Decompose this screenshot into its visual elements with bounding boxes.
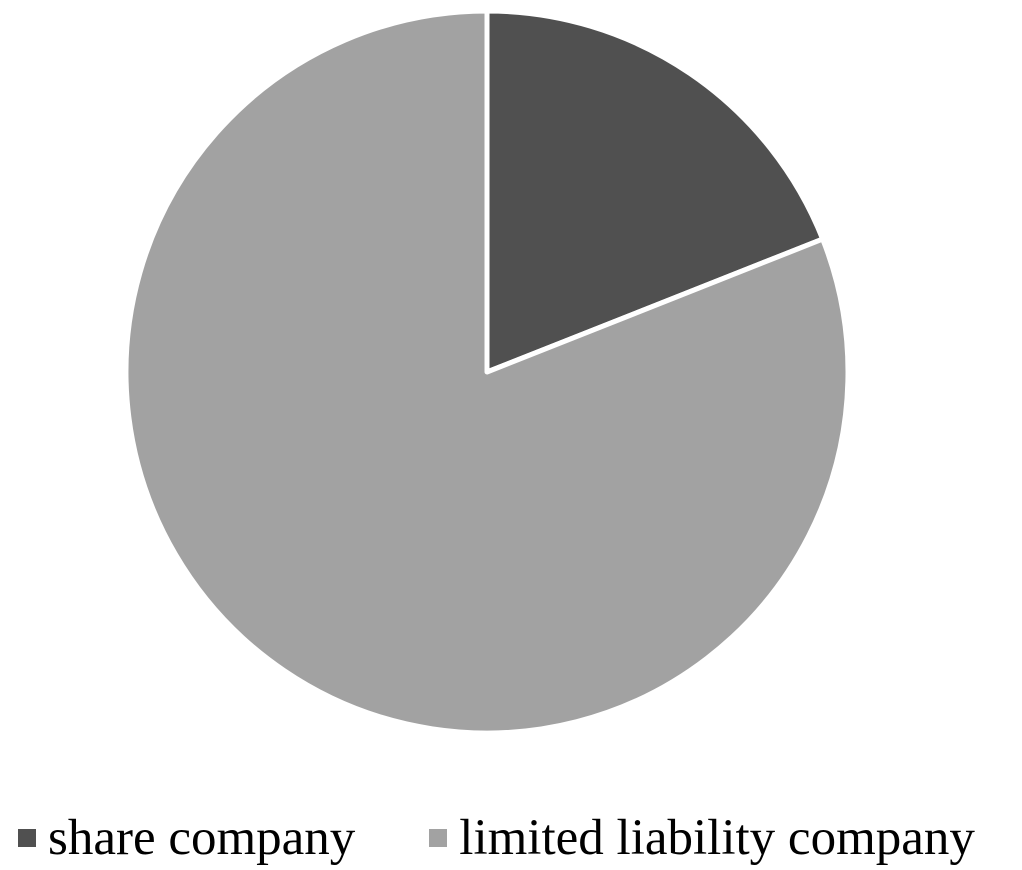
legend-swatch-limited-liability-company	[429, 829, 448, 847]
legend-swatch-share-company	[18, 829, 36, 847]
pie-slice-share-company	[484, 8, 826, 375]
legend-item-share-company: share company	[18, 809, 356, 866]
legend-label-share-company: share company	[48, 809, 356, 866]
pie-chart	[123, 8, 851, 736]
legend-label-limited-liability-company: limited liability company	[459, 809, 975, 866]
legend: share company limited liability company	[18, 808, 975, 868]
legend-item-limited-liability-company: limited liability company	[429, 809, 975, 866]
pie-slice-limited-liability-company	[123, 8, 851, 736]
